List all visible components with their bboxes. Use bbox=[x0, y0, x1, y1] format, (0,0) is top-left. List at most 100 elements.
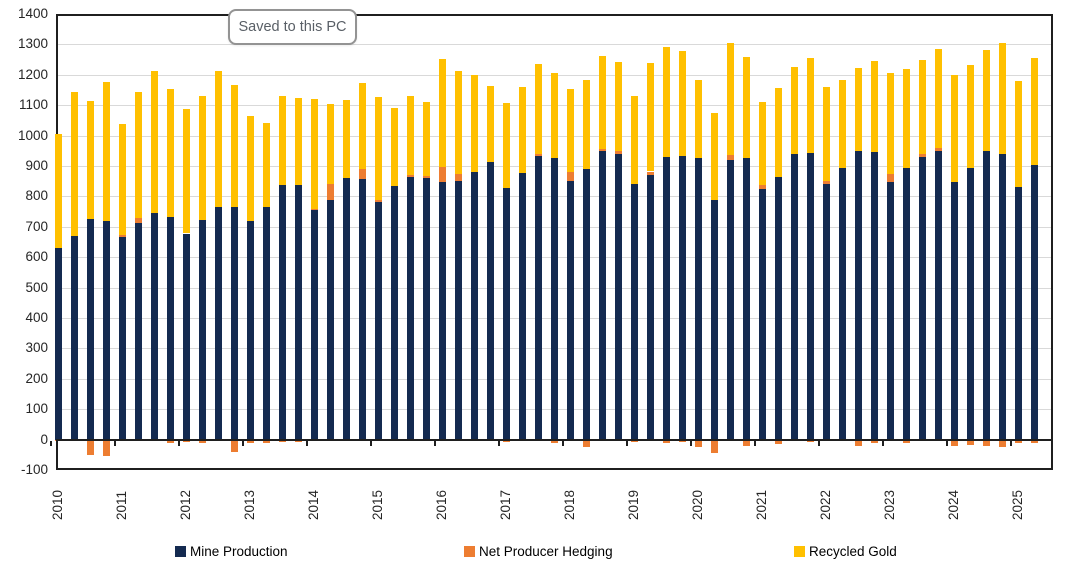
bar-segment-net-producer-hedging[interactable] bbox=[1014, 439, 1022, 444]
bar-segment-mine-production[interactable] bbox=[982, 150, 990, 440]
bar-segment-net-producer-hedging[interactable] bbox=[854, 439, 862, 446]
bar-segment-mine-production[interactable] bbox=[342, 178, 350, 440]
bar-segment-recycled-gold[interactable] bbox=[502, 102, 510, 188]
bar-segment-mine-production[interactable] bbox=[630, 183, 638, 440]
bar-segment-recycled-gold[interactable] bbox=[982, 49, 990, 151]
bar-segment-recycled-gold[interactable] bbox=[246, 115, 254, 221]
bar-segment-recycled-gold[interactable] bbox=[470, 74, 478, 173]
bar-segment-recycled-gold[interactable] bbox=[614, 62, 622, 152]
bar-segment-recycled-gold[interactable] bbox=[678, 50, 686, 157]
bar-segment-recycled-gold[interactable] bbox=[150, 70, 158, 214]
bar-segment-recycled-gold[interactable] bbox=[886, 72, 894, 174]
bar-segment-recycled-gold[interactable] bbox=[646, 62, 654, 172]
bar-segment-mine-production[interactable] bbox=[54, 248, 62, 440]
bar-segment-recycled-gold[interactable] bbox=[854, 68, 862, 152]
bar-segment-net-producer-hedging[interactable] bbox=[902, 439, 910, 443]
bar-segment-mine-production[interactable] bbox=[806, 152, 814, 440]
bar-segment-net-producer-hedging[interactable] bbox=[726, 155, 734, 160]
bar-segment-mine-production[interactable] bbox=[726, 159, 734, 440]
bar-segment-recycled-gold[interactable] bbox=[790, 67, 798, 155]
bar-segment-net-producer-hedging[interactable] bbox=[310, 208, 318, 211]
bar-segment-net-producer-hedging[interactable] bbox=[678, 439, 686, 442]
bar-segment-recycled-gold[interactable] bbox=[374, 96, 382, 201]
bar-segment-mine-production[interactable] bbox=[438, 182, 446, 440]
bar-segment-mine-production[interactable] bbox=[854, 151, 862, 440]
bar-segment-recycled-gold[interactable] bbox=[662, 47, 670, 158]
legend-item-recycled-gold[interactable]: Recycled Gold bbox=[794, 541, 897, 561]
bar-segment-recycled-gold[interactable] bbox=[438, 59, 446, 168]
bar-segment-recycled-gold[interactable] bbox=[774, 88, 782, 178]
bar-segment-net-producer-hedging[interactable] bbox=[630, 439, 638, 442]
bar-segment-mine-production[interactable] bbox=[902, 168, 910, 440]
bar-segment-recycled-gold[interactable] bbox=[598, 56, 606, 149]
bar-segment-recycled-gold[interactable] bbox=[278, 95, 286, 186]
bar-segment-mine-production[interactable] bbox=[134, 222, 142, 440]
bar-segment-net-producer-hedging[interactable] bbox=[262, 439, 270, 443]
bar-segment-mine-production[interactable] bbox=[390, 186, 398, 440]
bar-segment-mine-production[interactable] bbox=[214, 207, 222, 440]
bar-segment-mine-production[interactable] bbox=[86, 218, 94, 440]
bar-segment-recycled-gold[interactable] bbox=[54, 134, 62, 249]
bar-segment-recycled-gold[interactable] bbox=[342, 99, 350, 179]
bar-segment-recycled-gold[interactable] bbox=[310, 98, 318, 209]
bar-segment-net-producer-hedging[interactable] bbox=[246, 439, 254, 444]
bar-segment-mine-production[interactable] bbox=[518, 172, 526, 440]
bar-segment-mine-production[interactable] bbox=[870, 151, 878, 440]
bar-segment-mine-production[interactable] bbox=[262, 207, 270, 440]
bar-segment-mine-production[interactable] bbox=[150, 213, 158, 440]
bar-segment-recycled-gold[interactable] bbox=[710, 113, 718, 200]
bar-segment-recycled-gold[interactable] bbox=[1014, 80, 1022, 187]
bar-segment-mine-production[interactable] bbox=[422, 178, 430, 440]
bar-segment-net-producer-hedging[interactable] bbox=[886, 173, 894, 182]
bar-segment-mine-production[interactable] bbox=[374, 201, 382, 440]
bar-segment-net-producer-hedging[interactable] bbox=[118, 235, 126, 238]
bar-segment-recycled-gold[interactable] bbox=[422, 101, 430, 176]
bar-segment-net-producer-hedging[interactable] bbox=[758, 185, 766, 190]
bar-segment-net-producer-hedging[interactable] bbox=[982, 439, 990, 446]
bar-segment-net-producer-hedging[interactable] bbox=[294, 439, 302, 442]
bar-segment-net-producer-hedging[interactable] bbox=[502, 439, 510, 442]
bar-segment-net-producer-hedging[interactable] bbox=[806, 439, 814, 442]
bar-segment-recycled-gold[interactable] bbox=[454, 70, 462, 174]
bar-segment-mine-production[interactable] bbox=[886, 181, 894, 440]
bar-segment-net-producer-hedging[interactable] bbox=[102, 439, 110, 457]
bar-segment-net-producer-hedging[interactable] bbox=[742, 439, 750, 446]
bar-segment-net-producer-hedging[interactable] bbox=[614, 151, 622, 154]
bar-segment-mine-production[interactable] bbox=[358, 178, 366, 440]
bar-segment-net-producer-hedging[interactable] bbox=[870, 439, 878, 444]
bar-segment-recycled-gold[interactable] bbox=[230, 85, 238, 207]
bar-segment-mine-production[interactable] bbox=[246, 221, 254, 440]
bar-segment-net-producer-hedging[interactable] bbox=[582, 439, 590, 448]
bar-segment-net-producer-hedging[interactable] bbox=[966, 439, 974, 446]
bar-segment-net-producer-hedging[interactable] bbox=[86, 439, 94, 456]
bar-segment-mine-production[interactable] bbox=[598, 151, 606, 440]
legend-item-mine-production[interactable]: Mine Production bbox=[175, 541, 288, 561]
bar-segment-mine-production[interactable] bbox=[742, 158, 750, 440]
bar-segment-net-producer-hedging[interactable] bbox=[406, 174, 414, 178]
bar-segment-net-producer-hedging[interactable] bbox=[598, 148, 606, 152]
bar-segment-recycled-gold[interactable] bbox=[918, 60, 926, 154]
bar-segment-mine-production[interactable] bbox=[534, 156, 542, 440]
bar-segment-net-producer-hedging[interactable] bbox=[358, 168, 366, 179]
bar-segment-mine-production[interactable] bbox=[1014, 186, 1022, 440]
bar-segment-mine-production[interactable] bbox=[934, 151, 942, 440]
bar-segment-mine-production[interactable] bbox=[646, 174, 654, 440]
bar-segment-recycled-gold[interactable] bbox=[102, 81, 110, 222]
bar-segment-recycled-gold[interactable] bbox=[582, 79, 590, 170]
bar-segment-recycled-gold[interactable] bbox=[406, 95, 414, 175]
bar-segment-mine-production[interactable] bbox=[326, 200, 334, 440]
bar-segment-mine-production[interactable] bbox=[678, 156, 686, 440]
bar-segment-mine-production[interactable] bbox=[278, 185, 286, 440]
bar-segment-recycled-gold[interactable] bbox=[70, 91, 78, 236]
bar-segment-net-producer-hedging[interactable] bbox=[534, 153, 542, 157]
bar-segment-mine-production[interactable] bbox=[582, 169, 590, 440]
bar-segment-net-producer-hedging[interactable] bbox=[326, 183, 334, 201]
bar-segment-net-producer-hedging[interactable] bbox=[934, 147, 942, 152]
bar-segment-mine-production[interactable] bbox=[502, 187, 510, 440]
bar-segment-recycled-gold[interactable] bbox=[998, 42, 1006, 155]
bar-segment-recycled-gold[interactable] bbox=[1030, 57, 1038, 166]
bar-segment-net-producer-hedging[interactable] bbox=[998, 439, 1006, 448]
bar-segment-mine-production[interactable] bbox=[70, 235, 78, 440]
bar-segment-recycled-gold[interactable] bbox=[182, 108, 190, 234]
bar-segment-net-producer-hedging[interactable] bbox=[566, 172, 574, 181]
